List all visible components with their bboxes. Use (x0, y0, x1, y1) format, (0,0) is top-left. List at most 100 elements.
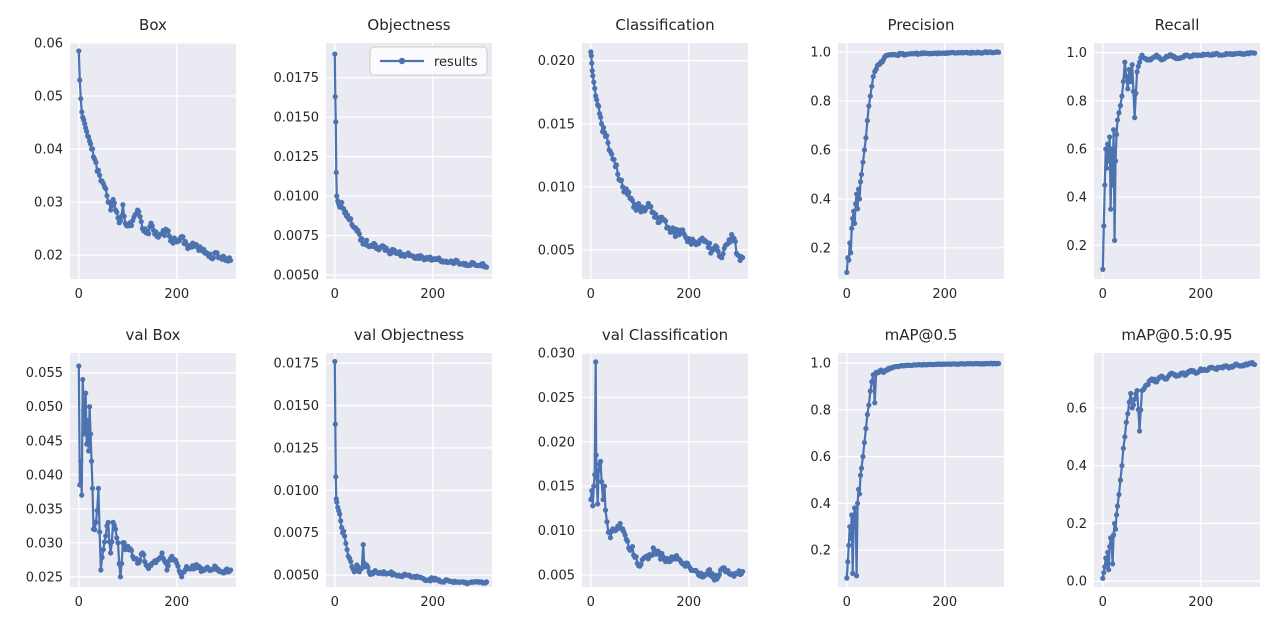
data-point-marker (1129, 62, 1135, 68)
data-point-marker (1125, 86, 1131, 92)
data-point-marker (1120, 445, 1126, 451)
data-point-marker (1128, 390, 1134, 397)
data-point-marker (337, 511, 343, 517)
y-tick-label: 0.005 (538, 569, 575, 584)
x-tick-label: 200 (420, 287, 445, 302)
data-point-marker (594, 474, 600, 480)
x-tick-label: 200 (676, 287, 701, 302)
data-point-marker (103, 533, 109, 539)
data-point-marker (339, 199, 345, 206)
y-tick-label: 0.0050 (274, 569, 320, 584)
data-point-marker (601, 483, 608, 489)
y-tick-label: 0.035 (26, 502, 63, 517)
data-point-marker (856, 491, 863, 497)
data-point-marker (82, 121, 88, 127)
data-point-marker (845, 559, 851, 565)
data-point-marker (852, 505, 858, 511)
data-point-marker (121, 540, 127, 546)
data-point-marker (108, 207, 114, 213)
data-point-marker (855, 186, 862, 192)
data-point-marker (137, 214, 143, 220)
data-point-marker (360, 542, 366, 548)
data-point-marker (165, 228, 171, 234)
data-point-marker (594, 97, 600, 103)
data-point-marker (854, 573, 860, 579)
data-point-marker (590, 503, 596, 509)
data-point-marker (595, 501, 601, 507)
data-point-marker (332, 94, 338, 100)
data-point-marker (1117, 477, 1124, 483)
data-point-marker (1116, 491, 1122, 498)
y-tick-label: 0.0075 (274, 229, 320, 244)
x-tick-label: 200 (932, 595, 957, 610)
data-point-marker (164, 567, 170, 573)
data-point-marker (588, 496, 594, 503)
data-point-marker (114, 535, 120, 541)
y-tick-label: 0.03 (34, 196, 63, 211)
data-point-marker (1117, 103, 1124, 109)
chart-title: Classification (615, 16, 714, 34)
data-point-marker (228, 257, 234, 264)
data-point-marker (848, 250, 854, 256)
chart-objectness: 0.0050 0.0075 0.0100 0.0125 0.0150 0.0175 0 200… (256, 0, 512, 320)
x-tick-label: 0 (75, 595, 83, 610)
data-point-marker (95, 167, 101, 173)
data-point-marker (111, 200, 117, 206)
data-point-marker (607, 535, 613, 541)
data-point-marker (180, 234, 186, 240)
y-tick-label: 0.8 (1066, 94, 1087, 109)
plot-area (582, 353, 748, 587)
data-point-marker (77, 77, 83, 83)
x-tick-label: 200 (420, 595, 445, 610)
data-point-marker (638, 561, 644, 567)
chart-title: val Box (126, 326, 181, 344)
y-tick-label: 0.025 (538, 391, 575, 406)
data-point-marker (853, 512, 859, 518)
chart-precision: 0.2 0.4 0.6 0.8 1.0 0 200 Precision (768, 0, 1024, 320)
chart-svg-classification: 0.005 0.010 0.015 0.020 0 200 Classification (538, 16, 748, 302)
data-point-marker (109, 539, 115, 545)
y-tick-label: 0.6 (810, 143, 831, 158)
data-point-marker (715, 248, 721, 254)
data-point-marker (706, 240, 713, 246)
data-point-marker (365, 564, 371, 570)
data-point-marker (598, 479, 605, 485)
data-point-marker (1125, 411, 1131, 417)
data-point-marker (141, 552, 147, 558)
data-point-marker (604, 133, 610, 139)
y-tick-label: 0.6 (1066, 142, 1087, 157)
data-point-marker (600, 496, 606, 503)
plot-area (1094, 353, 1260, 587)
data-point-marker (716, 571, 722, 578)
data-point-marker (589, 488, 595, 494)
data-point-marker (596, 103, 602, 109)
data-point-marker (1100, 266, 1106, 272)
data-point-marker (869, 379, 875, 385)
data-point-marker (332, 358, 338, 365)
y-tick-label: 0.010 (538, 180, 575, 195)
data-point-marker (97, 172, 103, 178)
data-point-marker (857, 472, 864, 478)
y-tick-label: 0.0075 (274, 526, 320, 541)
data-point-marker (89, 146, 96, 152)
data-point-marker (618, 177, 625, 183)
y-tick-label: 0.025 (26, 570, 63, 585)
data-point-marker (1128, 78, 1134, 85)
y-tick-label: 0.4 (810, 192, 831, 207)
data-point-marker (92, 527, 98, 533)
y-tick-label: 0.6 (1066, 401, 1087, 416)
data-point-marker (864, 411, 870, 418)
data-point-marker (850, 215, 856, 222)
data-point-marker (633, 554, 639, 560)
y-tick-label: 0.6 (810, 450, 831, 465)
data-point-marker (602, 507, 609, 513)
data-point-marker (1122, 434, 1128, 440)
data-point-marker (596, 467, 602, 473)
data-point-marker (593, 452, 599, 458)
data-point-marker (727, 239, 733, 245)
y-tick-label: 0.0150 (274, 399, 320, 414)
data-point-marker (210, 255, 217, 261)
data-point-marker (866, 402, 872, 408)
data-point-marker (165, 563, 171, 569)
data-point-marker (89, 485, 96, 491)
